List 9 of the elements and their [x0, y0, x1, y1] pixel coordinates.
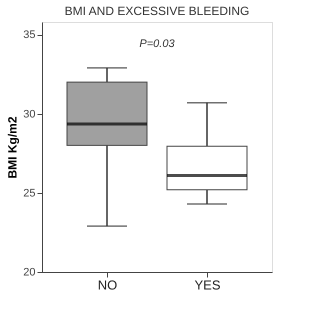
- y-axis-title: BMI Kg/m2: [5, 116, 20, 179]
- y-tick-label: 20: [23, 266, 36, 278]
- annotation: P=0.03: [139, 38, 176, 50]
- x-tick-label: NO: [98, 278, 118, 292]
- x-tick-label: YES: [194, 278, 221, 292]
- y-tick-label: 30: [23, 108, 36, 120]
- chart-title: BMI AND EXCESSIVE BLEEDING: [64, 4, 250, 18]
- y-tick-label: 35: [23, 29, 36, 42]
- y-tick-label: 25: [23, 187, 36, 200]
